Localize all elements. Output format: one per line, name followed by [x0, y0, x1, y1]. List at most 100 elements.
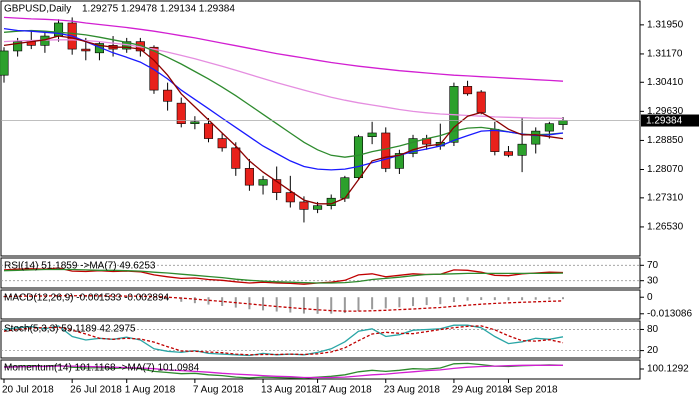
x-tick-label: 4 Sep 2018 — [506, 385, 558, 396]
x-tick-label: 17 Aug 2018 — [316, 385, 373, 396]
histogram-bar — [166, 297, 169, 301]
candle-body — [463, 86, 473, 95]
histogram-bar — [221, 297, 224, 306]
candle-body — [353, 136, 364, 179]
y-tick-label: 100.1292 — [647, 364, 689, 375]
ohlc-text: 1.29275 1.29478 1.29134 1.29384 — [82, 4, 235, 15]
indicator-label: Momentum(14) 101.1168 ->MA(7) 101.0984 — [4, 363, 200, 374]
panel-frame — [0, 289, 641, 320]
indicator-line — [3, 268, 564, 284]
histogram-bar — [112, 296, 115, 298]
histogram-bar — [71, 295, 74, 298]
candle-body — [163, 89, 173, 102]
y-tick-label: 1.28070 — [647, 164, 684, 175]
y-tick-label: 1.31170 — [647, 49, 683, 60]
indicator-label: MACD(12,26,9) -0.001533 -0.002894 — [4, 293, 170, 304]
histogram-bar — [412, 297, 415, 307]
candle-body — [367, 132, 377, 138]
histogram-bar — [343, 297, 346, 314]
candle-body — [503, 151, 513, 156]
histogram-bar — [521, 297, 524, 301]
histogram-bar — [534, 297, 537, 300]
histogram-bar — [139, 296, 142, 298]
histogram-bar — [452, 297, 455, 303]
histogram-bar — [562, 297, 564, 300]
y-tick-label: 70 — [647, 260, 659, 271]
candle-body — [285, 192, 295, 203]
histogram-bar — [302, 297, 305, 314]
y-tick-label: -0.013086 — [647, 308, 692, 319]
candle-body — [176, 102, 186, 124]
candle-body — [544, 123, 554, 132]
candle-body — [313, 205, 323, 210]
candle-body — [94, 43, 104, 54]
histogram-bar — [98, 296, 101, 298]
histogram-bar — [152, 297, 155, 299]
candle-body — [394, 153, 404, 169]
indicator-line — [3, 35, 564, 205]
indicator-line — [3, 295, 564, 312]
panel-frame — [0, 0, 641, 257]
y-tick-label: 1.29630 — [647, 106, 684, 117]
histogram-bar — [248, 297, 251, 310]
candle-body — [244, 168, 254, 186]
candle-body — [149, 46, 159, 91]
panel-frame — [0, 320, 641, 359]
y-tick-label: 1.31950 — [647, 20, 684, 31]
y-tick-label: 1.28850 — [647, 135, 684, 146]
x-tick-label: 13 Aug 2018 — [261, 385, 318, 396]
y-tick-label: 80 — [647, 324, 659, 335]
candle-body — [81, 48, 91, 52]
x-tick-label: 1 Aug 2018 — [125, 385, 176, 396]
y-tick-label: 1.26530 — [647, 222, 684, 233]
histogram-bar — [466, 297, 469, 301]
histogram-bar — [330, 297, 333, 314]
histogram-bar — [384, 297, 387, 309]
candle-body — [531, 130, 541, 145]
histogram-bar — [493, 297, 496, 301]
candle-body — [258, 179, 268, 186]
chart-title: GBPUSD,Daily — [4, 4, 71, 15]
histogram-bar — [289, 297, 292, 313]
indicator-line — [3, 324, 564, 357]
panel-frame — [0, 257, 641, 289]
y-tick-label: 30 — [647, 275, 659, 286]
candle-body — [299, 201, 309, 210]
last-price-box — [641, 114, 699, 127]
indicator-label: Stoch(5,3,3) 59.1189 42.2975 — [4, 324, 136, 335]
histogram-bar — [371, 297, 374, 310]
histogram-bar — [398, 297, 401, 308]
candle-body — [203, 123, 214, 139]
candle-body — [13, 41, 23, 52]
histogram-bar — [507, 297, 510, 301]
candle-body — [190, 121, 200, 124]
x-tick-label: 26 Jul 2018 — [70, 385, 122, 396]
x-tick-label: 29 Aug 2018 — [452, 385, 509, 396]
x-tick-label: 7 Aug 2018 — [193, 385, 244, 396]
candle-body — [517, 143, 527, 156]
candle-body — [272, 179, 282, 193]
y-tick-label: 0 — [647, 292, 653, 303]
candle-body — [476, 91, 486, 113]
candle-body — [381, 132, 391, 169]
y-tick-label: 1.30410 — [647, 77, 684, 88]
candle-body — [231, 147, 241, 169]
histogram-bar — [125, 296, 128, 298]
histogram-bar — [3, 295, 5, 298]
indicator-line — [3, 364, 563, 379]
histogram-bar — [16, 295, 19, 298]
histogram-bar — [57, 295, 60, 298]
indicator-label: RSI(14) 51.1859 ->MA(7) 49.6253 — [4, 261, 156, 272]
y-tick-label: 20 — [647, 345, 659, 356]
histogram-bar — [316, 297, 319, 314]
candle-body — [0, 50, 9, 76]
indicator-line — [3, 27, 564, 171]
indicator-line — [3, 29, 564, 158]
last-price-label: 1.29384 — [646, 116, 683, 127]
histogram-bar — [548, 297, 551, 300]
y-tick-label: 1.27310 — [647, 192, 684, 203]
histogram-bar — [207, 297, 210, 305]
histogram-bar — [357, 297, 360, 312]
